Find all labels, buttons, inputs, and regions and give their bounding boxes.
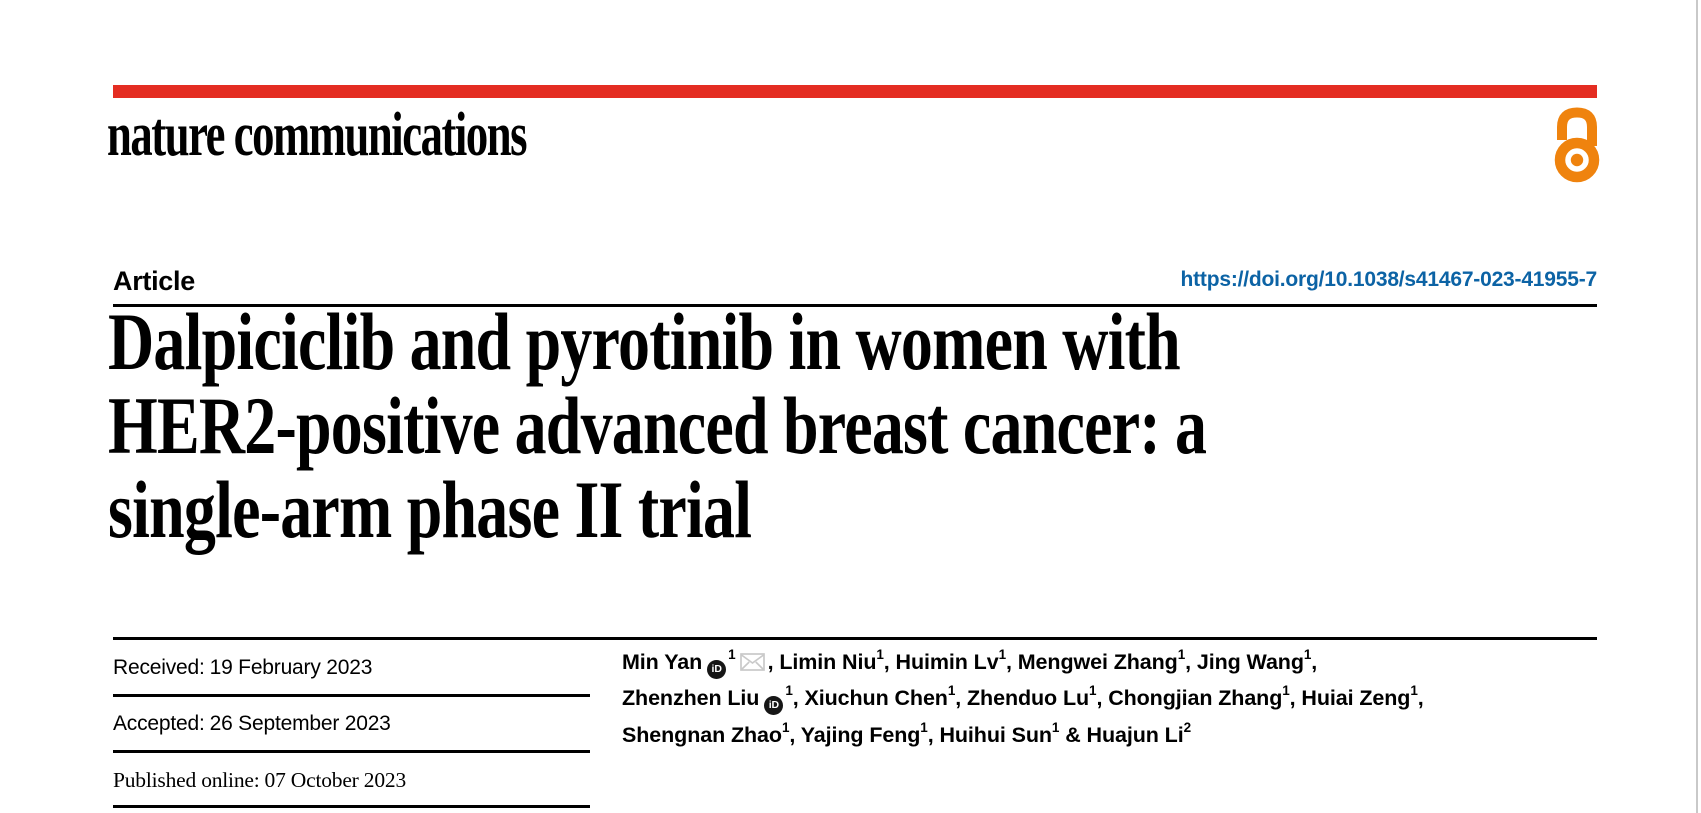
orcid-icon[interactable]: iD — [764, 695, 784, 715]
author-name: Min Yan — [622, 650, 703, 674]
author-line: Shengnan Zhao1, Yajing Feng1, Huihui Sun… — [622, 717, 1592, 753]
published-date: Published online: 07 October 2023 — [113, 768, 406, 793]
author-name: Mengwei Zhang — [1017, 650, 1178, 674]
author: Limin Niu1, — [779, 646, 896, 674]
author: Xiuchun Chen1, — [804, 683, 968, 711]
author-separator: , — [955, 686, 968, 711]
author: Zhenzhen Liu iD1, — [622, 683, 805, 715]
article-type-label: Article — [113, 266, 195, 296]
author-separator: , — [1096, 686, 1109, 711]
title-divider-rule — [113, 637, 1597, 640]
author-name: Xiuchun Chen — [804, 686, 948, 711]
author-name: Huajun Li — [1086, 722, 1184, 747]
page-right-edge — [1696, 0, 1698, 813]
published-value: 07 October 2023 — [264, 768, 407, 792]
affiliation-superscript: 2 — [1183, 719, 1192, 735]
author: Jing Wang1, — [1196, 646, 1318, 674]
author-name: Chongjian Zhang — [1108, 686, 1283, 711]
affiliation-superscript: 1 — [1051, 719, 1060, 735]
accepted-date: Accepted: 26 September 2023 — [113, 712, 391, 736]
author-separator: , — [883, 650, 896, 674]
header-rule — [113, 304, 1597, 307]
author-separator: , — [1006, 650, 1018, 674]
orcid-icon[interactable]: iD — [707, 659, 727, 679]
dates-rule — [113, 750, 590, 753]
author-separator: , — [1289, 686, 1302, 711]
author: Zhenduo Lu1, — [967, 683, 1109, 711]
journal-brand-bar — [113, 85, 1597, 98]
dates-rule — [113, 805, 590, 808]
affiliation-superscript: 1 — [1282, 683, 1290, 699]
affiliation-superscript: 1 — [876, 646, 884, 662]
author-separator: , — [767, 650, 780, 674]
author: Chongjian Zhang1, — [1108, 683, 1302, 711]
journal-logo: nature communications — [107, 101, 528, 169]
affiliation-superscript: 1 — [1089, 683, 1097, 699]
article-title-line: Dalpiciclib and pyrotinib in women with — [108, 296, 1181, 387]
author-name: Shengnan Zhao — [622, 722, 782, 747]
author-separator: , — [1311, 650, 1318, 674]
affiliation-superscript: 1 — [785, 683, 793, 699]
affiliation-superscript: 1 — [1410, 683, 1418, 699]
doi-link[interactable]: https://doi.org/10.1038/s41467-023-41955… — [1180, 268, 1598, 291]
accepted-label: Accepted: — [113, 712, 205, 735]
author-name: Zhenduo Lu — [967, 686, 1090, 711]
affiliation-superscript: 1 — [947, 683, 956, 699]
author: Mengwei Zhang1, — [1017, 646, 1197, 674]
open-access-icon — [1554, 107, 1600, 183]
email-icon[interactable] — [739, 646, 765, 682]
author: Huihui Sun1 & — [939, 719, 1087, 747]
received-date: Received: 19 February 2023 — [113, 656, 372, 680]
author: Min Yan iD1, — [622, 646, 780, 679]
author-separator: , — [792, 686, 805, 711]
article-title: Dalpiciclib and pyrotinib in women with … — [108, 300, 1516, 552]
published-label: Published online: — [113, 768, 260, 792]
received-value: 19 February 2023 — [209, 656, 373, 679]
affiliation-superscript: 1 — [1303, 646, 1312, 662]
article-title-line: single-arm phase II trial — [108, 464, 752, 555]
author: Shengnan Zhao1, — [622, 719, 801, 747]
author-separator: , — [927, 722, 940, 747]
author: Huiai Zeng1, — [1301, 683, 1424, 711]
author: Huajun Li2 — [1086, 719, 1192, 747]
author-name: Limin Niu — [779, 650, 877, 674]
dates-rule — [113, 694, 590, 697]
affiliation-superscript: 1 — [1177, 646, 1186, 662]
author-line: Min Yan iD1, Limin Niu1, Huimin Lv1, Meng… — [622, 644, 1592, 680]
author-list: Min Yan iD1, Limin Niu1, Huimin Lv1, Meng… — [622, 644, 1592, 753]
author-name: Huihui Sun — [939, 722, 1052, 747]
article-title-line: HER2-positive advanced breast cancer: a — [108, 380, 1207, 471]
author-name: Jing Wang — [1196, 650, 1304, 674]
author: Yajing Feng1, — [800, 719, 940, 747]
author-line: Zhenzhen Liu iD1, Xiuchun Chen1, Zhenduo … — [622, 680, 1592, 716]
author-separator: & — [1059, 722, 1087, 747]
author-name: Huimin Lv — [895, 650, 999, 674]
affiliation-superscript: 1 — [998, 646, 1007, 662]
author-separator: , — [1417, 686, 1424, 711]
author-name: Huiai Zeng — [1301, 686, 1411, 711]
author-separator: , — [789, 722, 801, 747]
affiliation-superscript: 1 — [781, 719, 790, 735]
affiliation-superscript: 1 — [728, 646, 736, 662]
author-separator: , — [1185, 650, 1197, 674]
author-name: Yajing Feng — [800, 722, 921, 747]
author: Huimin Lv1, — [895, 646, 1018, 674]
author-name: Zhenzhen Liu — [622, 686, 760, 711]
affiliation-superscript: 1 — [920, 719, 928, 735]
accepted-value: 26 September 2023 — [209, 712, 391, 735]
received-label: Received: — [113, 656, 205, 679]
